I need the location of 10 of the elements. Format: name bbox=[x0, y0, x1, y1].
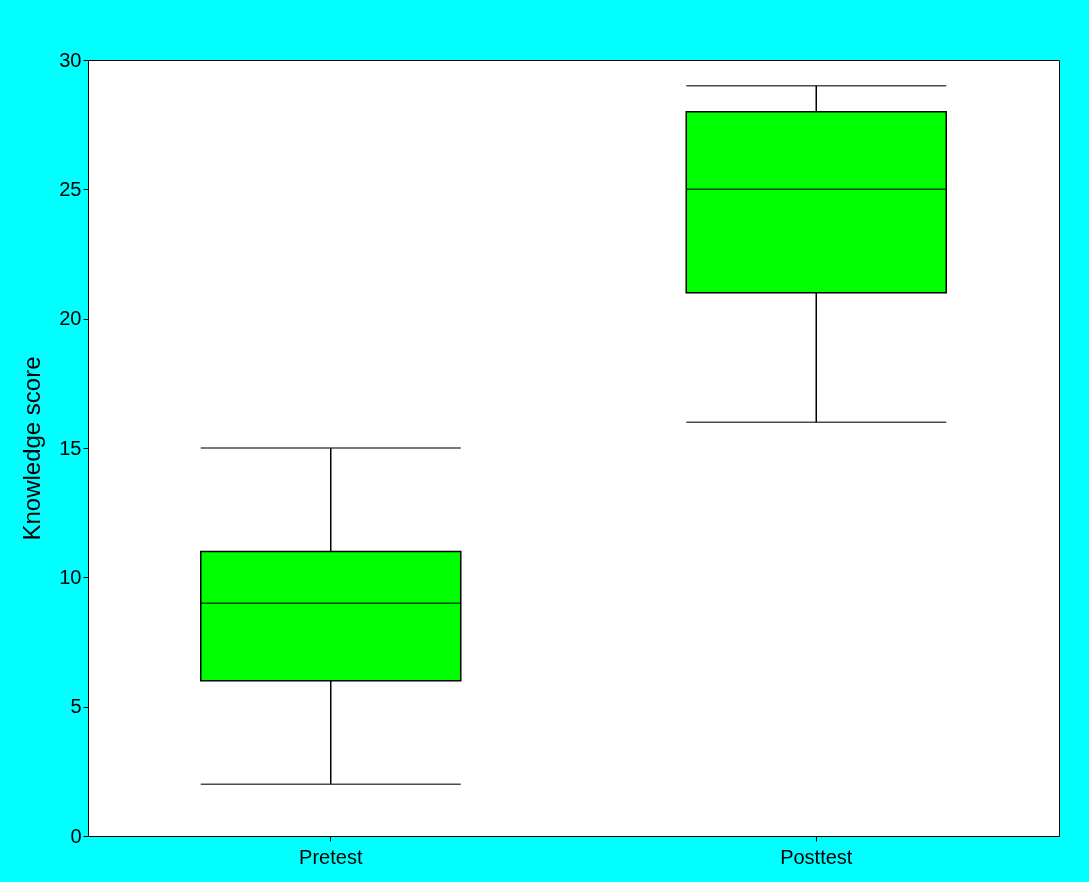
y-tick-label: 30 bbox=[59, 48, 82, 71]
y-tick-label: 0 bbox=[70, 824, 82, 847]
y-tick-label: 10 bbox=[59, 565, 82, 588]
y-axis-title: Knowledge score bbox=[18, 356, 46, 541]
y-tick-label: 25 bbox=[59, 177, 82, 200]
y-tick-label: 20 bbox=[59, 307, 82, 330]
x-tick-label: Posttest bbox=[780, 845, 853, 868]
y-tick-label: 15 bbox=[59, 436, 82, 459]
x-tick-label: Pretest bbox=[299, 845, 363, 868]
y-tick-label: 5 bbox=[70, 695, 82, 718]
